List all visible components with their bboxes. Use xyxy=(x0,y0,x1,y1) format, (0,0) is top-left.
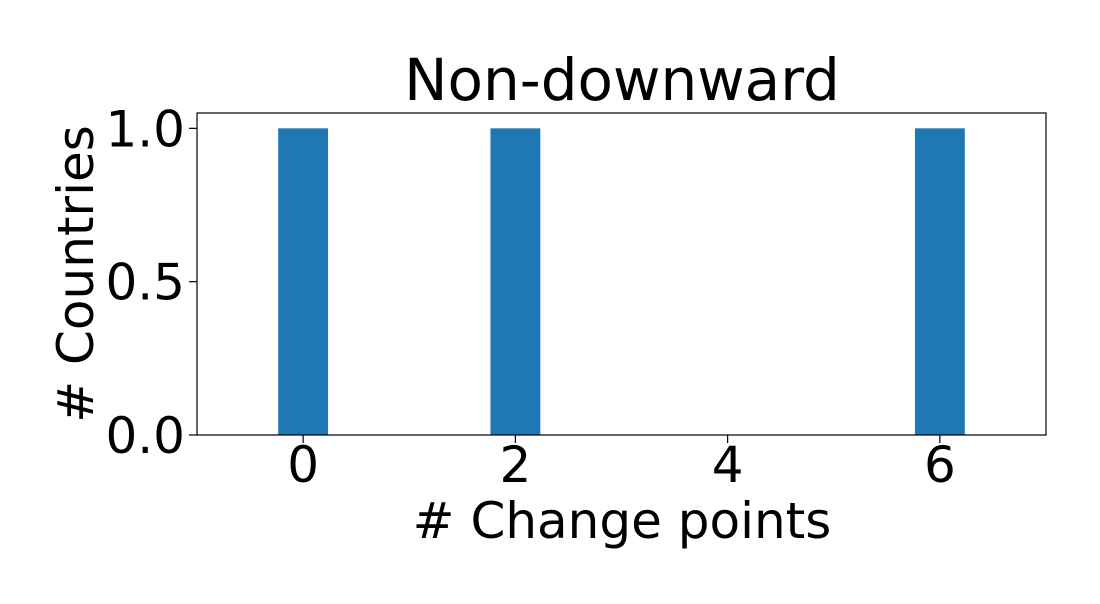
x-tick-label-0: 0 xyxy=(287,436,319,494)
x-tick-label-6: 6 xyxy=(924,436,956,494)
y-tick-label-2: 1.0 xyxy=(105,100,185,158)
chart-title: Non-downward xyxy=(404,46,840,114)
x-axis-label: # Change points xyxy=(413,492,832,550)
x-tick-label-4: 4 xyxy=(712,436,744,494)
bar-0 xyxy=(278,128,329,436)
y-axis-label: # Countries xyxy=(47,125,105,423)
bar-6 xyxy=(914,128,965,436)
y-tick-label-0: 0.0 xyxy=(105,407,185,465)
y-tick-label-1: 0.5 xyxy=(105,254,185,312)
x-tick-label-2: 2 xyxy=(499,436,531,494)
bar-2 xyxy=(490,128,541,436)
plot-frame xyxy=(196,112,1047,436)
plot-area: 0 2 4 6 0.0 0.5 1.0 xyxy=(105,100,1047,494)
